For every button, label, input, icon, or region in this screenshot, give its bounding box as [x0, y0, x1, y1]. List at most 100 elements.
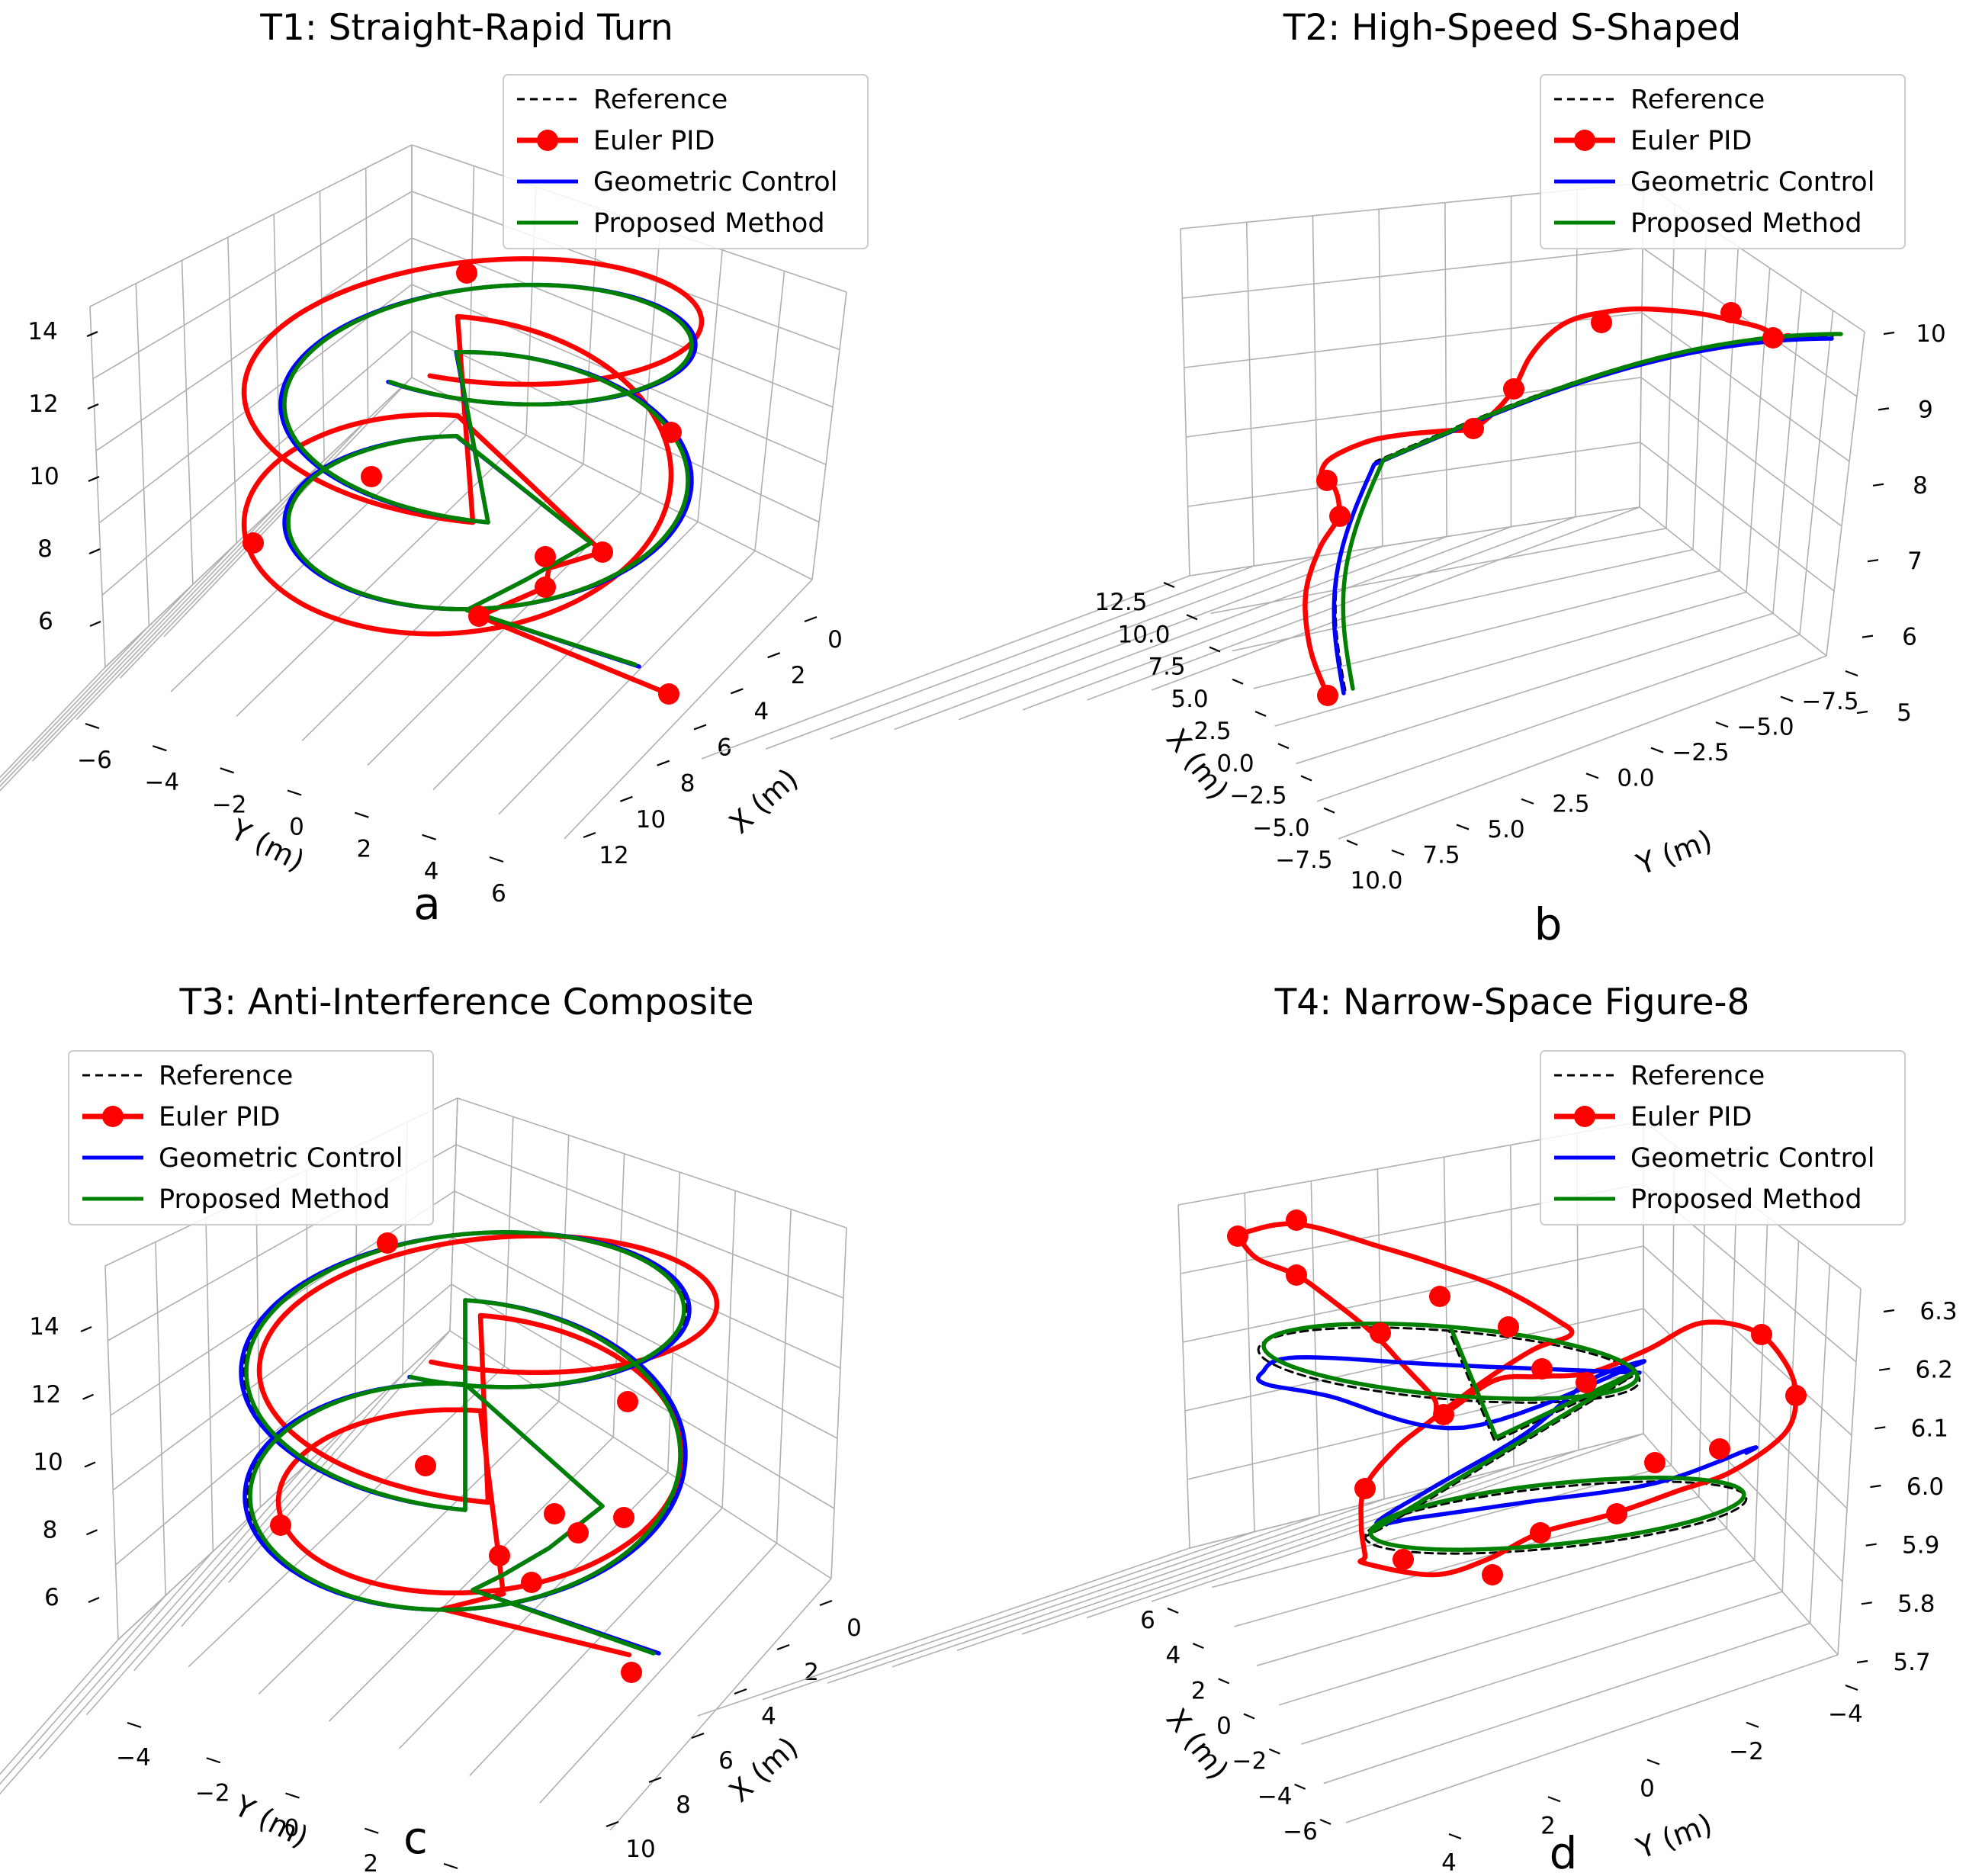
- d-proposed-line: [1261, 1322, 1746, 1552]
- b-x-tick-mark: [1232, 678, 1244, 685]
- grid-line: [1234, 1496, 1700, 1627]
- a-x-tick-label: 2: [791, 662, 806, 689]
- a-y-tick-label: 2: [356, 836, 371, 863]
- b-euler-marker: [1503, 378, 1524, 400]
- grid-line: [75, 460, 325, 721]
- d-y-tick-label: −2: [1729, 1738, 1764, 1765]
- grid-line: [155, 1242, 166, 1596]
- c-x-tick-mark: [691, 1732, 705, 1739]
- c-x-tick-label: 4: [761, 1703, 776, 1730]
- grid-line: [891, 1498, 1385, 1668]
- d-x-tick-label: 2: [1191, 1677, 1206, 1704]
- b-z-tick-mark: [1867, 559, 1879, 563]
- d-euler-marker: [1606, 1503, 1627, 1524]
- grid-line: [1296, 612, 1774, 765]
- grid-line: [1643, 1370, 1843, 1582]
- a-z-tick-label: 14: [27, 318, 57, 345]
- c-z-tick-mark: [80, 1325, 92, 1333]
- grid-line: [0, 1639, 119, 1775]
- grid-line: [104, 1265, 119, 1640]
- legend-label: Proposed Method: [593, 208, 825, 239]
- b-euler-marker: [1720, 302, 1742, 323]
- grid-line: [1256, 1527, 1727, 1667]
- grid-line: [1151, 506, 1640, 691]
- c-x-tick-mark: [776, 1643, 790, 1651]
- a-y-tick-mark: [287, 789, 302, 796]
- legend-label: Reference: [593, 85, 728, 115]
- panel-c: T3: Anti-Interference Composite−4−202402…: [0, 981, 862, 1876]
- c-x-tick-label: 8: [676, 1791, 691, 1819]
- grid-line: [1378, 209, 1383, 547]
- grid-line: [583, 207, 599, 464]
- b-y-tick-label: 2.5: [1552, 790, 1589, 818]
- d-y-tick-label: −4: [1828, 1701, 1863, 1728]
- b-x-tick-mark: [1254, 710, 1267, 718]
- grid-line: [539, 1543, 778, 1804]
- panel-letter: c: [403, 1812, 428, 1864]
- b-x-tick-mark: [1323, 807, 1335, 814]
- d-x-tick-label: 4: [1165, 1642, 1181, 1669]
- grid-line: [609, 1578, 832, 1831]
- grid-line: [721, 1190, 737, 1508]
- b-x-tick-mark: [1186, 614, 1198, 621]
- d-y-tick-label: 0: [1640, 1775, 1655, 1803]
- a-x-tick-mark: [657, 760, 670, 766]
- b-y-tick-label: −2.5: [1672, 739, 1729, 766]
- b-z-tick-label: 7: [1907, 548, 1923, 575]
- c-y-tick-label: −2: [195, 1779, 230, 1807]
- d-z-tick-mark: [1870, 1484, 1881, 1489]
- b-legend: Reference Euler PID Geometric Control Propo…: [1540, 74, 1906, 249]
- grid-line: [1189, 506, 1640, 577]
- panel-letter: b: [1534, 898, 1563, 950]
- d-z-tick-label: 6.3: [1919, 1298, 1957, 1325]
- legend-label: Euler PID: [1630, 1102, 1752, 1132]
- a-y-tick-mark: [152, 745, 167, 752]
- a-z-tick-mark: [86, 330, 98, 338]
- grid-line: [365, 168, 369, 419]
- c-euler-marker: [521, 1572, 542, 1593]
- b-x-tick-mark: [1209, 646, 1221, 653]
- d-x-tick-mark: [1319, 1818, 1332, 1826]
- d-x-tick-label: −2: [1232, 1748, 1267, 1775]
- a-x-tick-mark: [804, 615, 818, 623]
- legend-marker: [537, 130, 558, 151]
- c-euler-line: [256, 1233, 720, 1658]
- b-z-tick-mark: [1856, 710, 1868, 715]
- grid-line: [1443, 1157, 1450, 1483]
- a-y-tick-mark: [220, 767, 235, 774]
- a-z-tick-mark: [89, 620, 101, 628]
- grid-line: [104, 377, 413, 668]
- grid-line: [455, 1144, 844, 1299]
- b-y-tick-mark: [1780, 695, 1794, 702]
- grid-line: [1641, 312, 1850, 462]
- a-y-tick-label: 4: [424, 858, 439, 885]
- grid-line: [1187, 442, 1641, 507]
- a-euler-marker: [535, 577, 556, 598]
- b-y-tick-mark: [1456, 824, 1470, 830]
- grid-line: [766, 565, 1254, 750]
- a-x-tick-label: 6: [717, 734, 732, 762]
- grid-line: [1753, 1216, 1768, 1560]
- d-z-tick-mark: [1879, 1367, 1890, 1371]
- c-euler-marker: [613, 1507, 634, 1528]
- c-y-tick-mark: [285, 1792, 300, 1799]
- grid-line: [328, 1436, 614, 1722]
- grid-line: [181, 1374, 403, 1627]
- legend-label: Euler PID: [593, 126, 715, 156]
- d-x-tick-label: 0: [1216, 1713, 1232, 1740]
- grid-line: [0, 542, 237, 792]
- a-euler-marker: [592, 541, 613, 563]
- c-y-tick-label: 0: [284, 1815, 300, 1842]
- d-euler-marker: [1370, 1322, 1391, 1344]
- grid-line: [1278, 1559, 1755, 1706]
- d-z-tick-label: 5.7: [1893, 1649, 1930, 1676]
- d-x-tick-mark: [1243, 1713, 1255, 1720]
- grid-line: [1182, 247, 1643, 299]
- c-y-tick-label: −4: [116, 1744, 151, 1772]
- d-x-tick-label: −4: [1258, 1783, 1293, 1810]
- c-x-tick-label: 2: [804, 1659, 819, 1686]
- grid-line: [205, 1218, 214, 1552]
- a-euler-marker: [243, 532, 264, 554]
- grid-line: [667, 1172, 681, 1473]
- grid-line: [1640, 377, 1842, 527]
